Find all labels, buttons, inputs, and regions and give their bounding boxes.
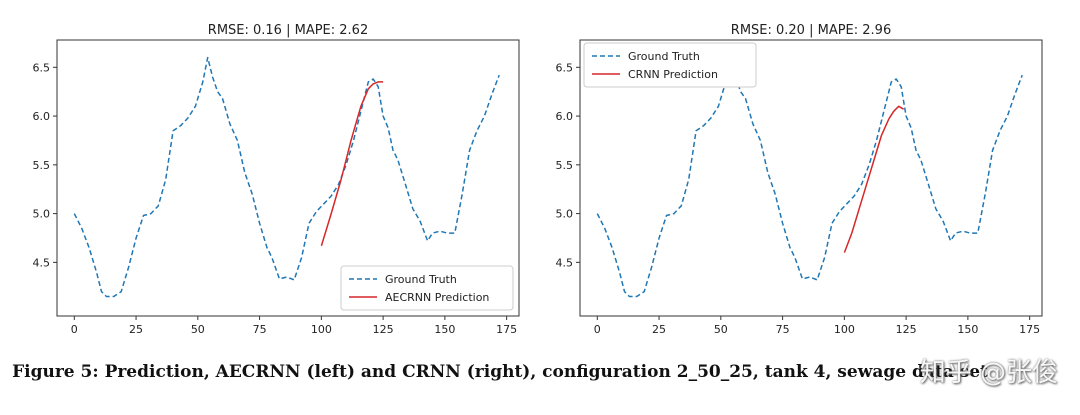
x-tick-label: 75: [776, 323, 790, 336]
chart-title: RMSE: 0.20 | MAPE: 2.96: [731, 23, 891, 38]
x-tick-label: 50: [191, 323, 205, 336]
legend-label: CRNN Prediction: [628, 68, 718, 81]
series-line-prediction: [320, 81, 384, 247]
legend-box: [340, 265, 514, 311]
x-tick-label: 50: [714, 323, 728, 336]
x-tick-label: 175: [496, 323, 517, 336]
figure-charts: RMSE: 0.16 | MAPE: 2.62 0 25 50 75 100 125 150 1…: [33, 23, 1043, 336]
series-line-ground-truth: [73, 56, 500, 298]
legend-label: Ground Truth: [628, 50, 700, 63]
y-tick-label: 6.0: [556, 110, 574, 123]
y-tick-label: 5.5: [33, 159, 51, 172]
legend-box: [583, 42, 757, 88]
series-line-ground-truth: [596, 56, 1023, 298]
figure-caption: Figure 5: Prediction, AECRNN (left) and …: [12, 362, 988, 382]
x-tick-label: 100: [834, 323, 855, 336]
x-tick-label: 0: [594, 323, 601, 336]
y-tick-label: 6.0: [33, 110, 51, 123]
legend: Ground Truth CRNN Prediction: [583, 42, 757, 88]
y-tick-label: 5.0: [33, 208, 51, 221]
x-tick-label: 0: [71, 323, 78, 336]
y-tick-label: 4.5: [33, 256, 51, 269]
x-tick-label: 150: [957, 323, 978, 336]
x-tick-label: 75: [253, 323, 267, 336]
y-tick-label: 4.5: [556, 256, 574, 269]
y-tick-label: 6.5: [556, 61, 574, 74]
legend-label: Ground Truth: [385, 273, 457, 286]
x-tick-label: 125: [373, 323, 394, 336]
chart-left-aecrnn: RMSE: 0.16 | MAPE: 2.62 0 25 50 75 100 125 150 1…: [33, 23, 520, 336]
chart-right-crnn: RMSE: 0.20 | MAPE: 2.96 0 25 50 75 100 125 150 1…: [556, 23, 1043, 336]
legend: Ground Truth AECRNN Prediction: [340, 265, 514, 311]
legend-label: AECRNN Prediction: [385, 291, 489, 304]
x-tick-label: 175: [1019, 323, 1040, 336]
x-tick-label: 25: [129, 323, 143, 336]
y-tick-label: 5.5: [556, 159, 574, 172]
x-tick-label: 150: [434, 323, 455, 336]
y-tick-label: 5.0: [556, 208, 574, 221]
x-tick-label: 100: [311, 323, 332, 336]
series-line-prediction: [843, 105, 904, 253]
chart-title: RMSE: 0.16 | MAPE: 2.62: [208, 23, 368, 38]
watermark: 知乎 @张俊: [919, 358, 1058, 388]
x-tick-label: 125: [896, 323, 917, 336]
y-tick-label: 6.5: [33, 61, 51, 74]
x-tick-label: 25: [652, 323, 666, 336]
